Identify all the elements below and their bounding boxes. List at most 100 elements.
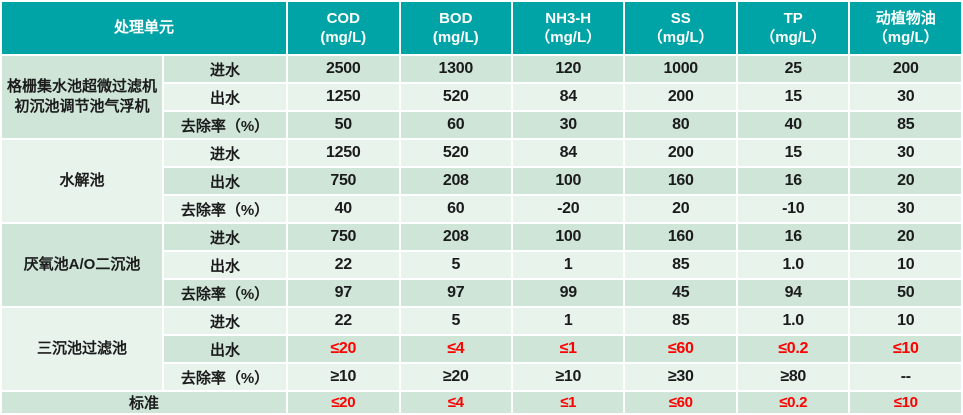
table-body: 格栅集水池超微过滤机初沉池调节池气浮机 进水 2500 1300 120 1000 25 20…	[2, 56, 961, 413]
footer-label-cell: 标准	[2, 392, 287, 413]
column-name: COD	[326, 9, 360, 27]
value-cell: ≥30	[625, 364, 736, 390]
value-cell: 45	[625, 280, 736, 306]
value-cell: 40	[737, 112, 849, 138]
value-cell: 16	[737, 224, 849, 250]
row-label-cell: 去除率（%）	[164, 112, 287, 138]
value-cell: 1	[512, 308, 624, 334]
value-cell: 60	[400, 196, 511, 222]
value-cell: ≤20	[288, 392, 399, 413]
header-cell-treatment-unit: 处理单元	[2, 2, 287, 54]
value-cell: 1000	[625, 56, 736, 82]
table-row: 出水 750 208 100 160 16 20	[2, 168, 961, 194]
value-cell: 80	[625, 112, 736, 138]
value-cell: 200	[625, 84, 736, 110]
value-cell: ≥10	[288, 364, 399, 390]
value-cell: ≤1	[512, 392, 624, 413]
table-row: 去除率（%） 50 60 30 80 40 85	[2, 112, 961, 138]
value-cell: 99	[512, 280, 624, 306]
value-cell: 1300	[400, 56, 511, 82]
header-cell-oil: 动植物油 （mg/L）	[850, 2, 961, 54]
row-label-cell: 进水	[164, 56, 287, 82]
value-cell: 20	[850, 168, 961, 194]
row-label-cell: 进水	[164, 308, 287, 334]
footer-row: 标准 ≤20 ≤4 ≤1 ≤60 ≤0.2 ≤10	[2, 392, 961, 413]
value-cell: 60	[400, 112, 511, 138]
value-cell: ≤1	[512, 336, 624, 362]
value-cell: ≤10	[850, 336, 961, 362]
header-cell-ss: SS （mg/L）	[625, 2, 736, 54]
row-label-cell: 出水	[164, 252, 287, 278]
treatment-unit-cell: 厌氧池A/O二沉池	[2, 224, 162, 306]
value-cell: 85	[625, 252, 736, 278]
value-cell: ≤60	[625, 392, 736, 413]
header-cell-tp: TP （mg/L）	[737, 2, 849, 54]
value-cell: ≤4	[400, 392, 511, 413]
row-label-cell: 出水	[164, 336, 287, 362]
value-cell: 30	[850, 140, 961, 166]
table-row: 去除率（%） ≥10 ≥20 ≥10 ≥30 ≥80 --	[2, 364, 961, 390]
row-label-cell: 进水	[164, 140, 287, 166]
value-cell: ≥10	[512, 364, 624, 390]
value-cell: 30	[512, 112, 624, 138]
row-label-cell: 出水	[164, 84, 287, 110]
column-name: NH3-H	[545, 9, 592, 27]
value-cell: 750	[288, 168, 399, 194]
value-cell: 85	[850, 112, 961, 138]
column-unit: （mg/L）	[872, 29, 939, 46]
value-cell: 2500	[288, 56, 399, 82]
table-row: 出水 22 5 1 85 1.0 10	[2, 252, 961, 278]
row-label-cell: 出水	[164, 168, 287, 194]
value-cell: 40	[288, 196, 399, 222]
value-cell: ≤4	[400, 336, 511, 362]
value-cell: 5	[400, 308, 511, 334]
value-cell: 22	[288, 308, 399, 334]
value-cell: 20	[850, 224, 961, 250]
header-row: 处理单元 COD (mg/L) BOD (mg/L) NH3-H （mg/L） …	[2, 2, 961, 54]
value-cell: 15	[737, 84, 849, 110]
value-cell: -20	[512, 196, 624, 222]
column-unit: (mg/L)	[432, 29, 479, 46]
value-cell: 200	[850, 56, 961, 82]
value-cell: 50	[850, 280, 961, 306]
treatment-unit-cell: 水解池	[2, 140, 162, 222]
value-cell: 84	[512, 140, 624, 166]
column-name: TP	[783, 9, 803, 27]
value-cell: 22	[288, 252, 399, 278]
value-cell: 50	[288, 112, 399, 138]
value-cell: -10	[737, 196, 849, 222]
value-cell: ≤0.2	[737, 392, 849, 413]
value-cell: 520	[400, 84, 511, 110]
column-unit: （mg/L）	[760, 29, 827, 46]
value-cell: --	[850, 364, 961, 390]
value-cell: 25	[737, 56, 849, 82]
value-cell: 160	[625, 224, 736, 250]
value-cell: 94	[737, 280, 849, 306]
value-cell: 84	[512, 84, 624, 110]
table-row: 去除率（%） 40 60 -20 20 -10 30	[2, 196, 961, 222]
table-row: 格栅集水池超微过滤机初沉池调节池气浮机 进水 2500 1300 120 1000 25 20…	[2, 56, 961, 138]
value-cell: 520	[400, 140, 511, 166]
table-row: 三沉池过滤池 进水 22 5 1 85 1.0 10	[2, 308, 961, 390]
value-cell: 85	[625, 308, 736, 334]
value-cell: ≤0.2	[737, 336, 849, 362]
header-cell-nh3h: NH3-H （mg/L）	[512, 2, 624, 54]
value-cell: 1	[512, 252, 624, 278]
table-header: 处理单元 COD (mg/L) BOD (mg/L) NH3-H （mg/L） …	[2, 2, 961, 54]
row-label-cell: 进水	[164, 224, 287, 250]
value-cell: ≤60	[625, 336, 736, 362]
treatment-unit-cell: 三沉池过滤池	[2, 308, 162, 390]
column-name: SS	[670, 9, 691, 27]
table-row: 去除率（%） 97 97 99 45 94 50	[2, 280, 961, 306]
value-cell: 120	[512, 56, 624, 82]
column-name: 动植物油	[875, 9, 936, 27]
value-cell: ≥80	[737, 364, 849, 390]
value-cell: 30	[850, 196, 961, 222]
table-row: 水解池 进水 1250 520 84 200 15 30	[2, 140, 961, 222]
value-cell: 1.0	[737, 308, 849, 334]
value-cell: 1250	[288, 84, 399, 110]
value-cell: 20	[625, 196, 736, 222]
value-cell: 160	[625, 168, 736, 194]
value-cell: 200	[625, 140, 736, 166]
row-label-cell: 去除率（%）	[164, 196, 287, 222]
